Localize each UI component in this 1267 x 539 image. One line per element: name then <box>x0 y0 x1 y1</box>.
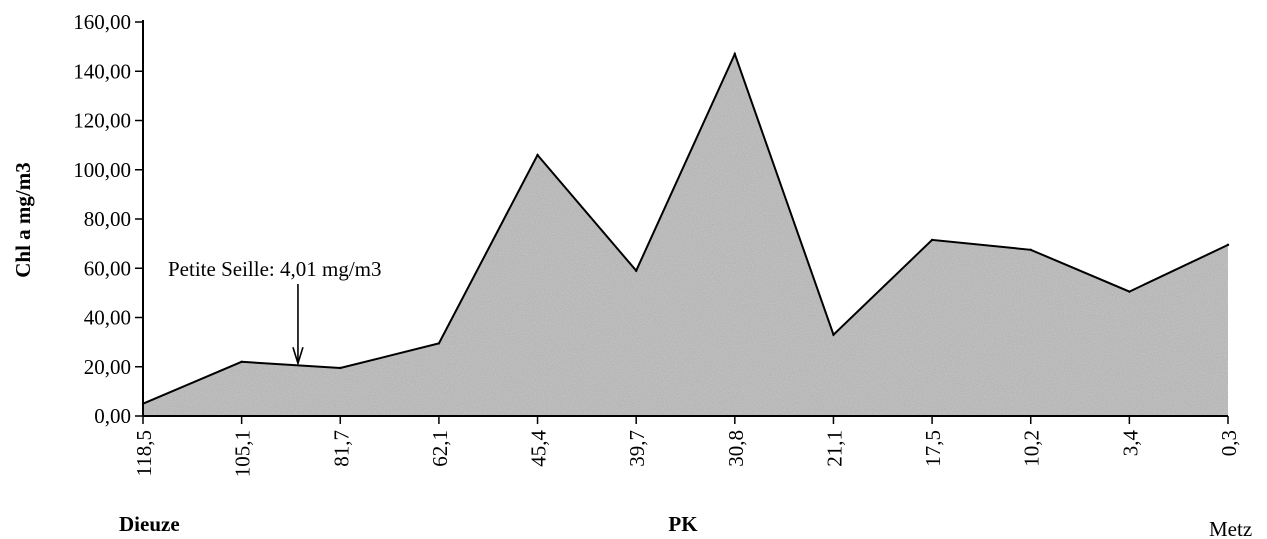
x-tick-label: 21,1 <box>822 430 846 467</box>
y-axis-title: Chl a mg/m3 <box>11 162 35 278</box>
data-point <box>240 360 243 364</box>
data-point <box>634 269 638 272</box>
y-tick-label: 40,00 <box>84 306 131 330</box>
x-tick-label: 39,7 <box>625 430 649 467</box>
y-tick-label: 0,00 <box>94 404 131 428</box>
x-end-label-metz: Metz <box>1209 517 1252 539</box>
x-tick-label: 0,3 <box>1217 430 1241 456</box>
data-point <box>339 366 342 370</box>
area-texture <box>143 54 1228 416</box>
y-tick-label: 20,00 <box>84 355 131 379</box>
y-tick-label: 140,00 <box>73 59 131 83</box>
x-tick-label: 17,5 <box>921 430 945 467</box>
y-ticks: 0,00 20,00 40,00 60,00 80,00 100,00 120,00 140,… <box>73 10 143 428</box>
data-point <box>1226 243 1230 247</box>
x-end-label-dieuze: Dieuze <box>119 512 180 536</box>
x-tick-label: 30,8 <box>724 430 748 467</box>
data-point <box>437 342 441 345</box>
x-ticks: 118,5 105,1 81,7 62,1 45,4 39,7 30,8 21,1 17,5 10… <box>132 416 1241 477</box>
chl-a-area <box>141 51 1230 416</box>
x-axis-title: PK <box>668 512 698 536</box>
data-point <box>930 238 934 242</box>
annotation-arrowhead <box>292 347 304 366</box>
data-point <box>1128 290 1131 293</box>
y-tick-label: 120,00 <box>73 109 131 133</box>
data-point <box>832 333 835 336</box>
x-tick-label: 105,1 <box>231 430 255 477</box>
x-tick-label: 45,4 <box>527 430 551 467</box>
x-tick-label: 3,4 <box>1118 430 1142 457</box>
y-tick-label: 160,00 <box>73 10 131 34</box>
y-tick-label: 60,00 <box>84 256 131 280</box>
x-tick-label: 118,5 <box>132 430 156 476</box>
data-point <box>733 52 737 56</box>
y-tick-label: 80,00 <box>84 207 131 231</box>
annotation: Petite Seille: 4,01 mg/m3 <box>168 257 382 366</box>
data-point <box>1029 248 1032 251</box>
x-tick-label: 81,7 <box>329 430 353 467</box>
axes <box>142 20 1228 417</box>
x-tick-label: 62,1 <box>428 430 452 467</box>
x-tick-label: 10,2 <box>1020 430 1044 467</box>
y-tick-label: 100,00 <box>73 158 131 182</box>
annotation-text: Petite Seille: 4,01 mg/m3 <box>168 257 382 281</box>
data-point <box>536 153 539 157</box>
